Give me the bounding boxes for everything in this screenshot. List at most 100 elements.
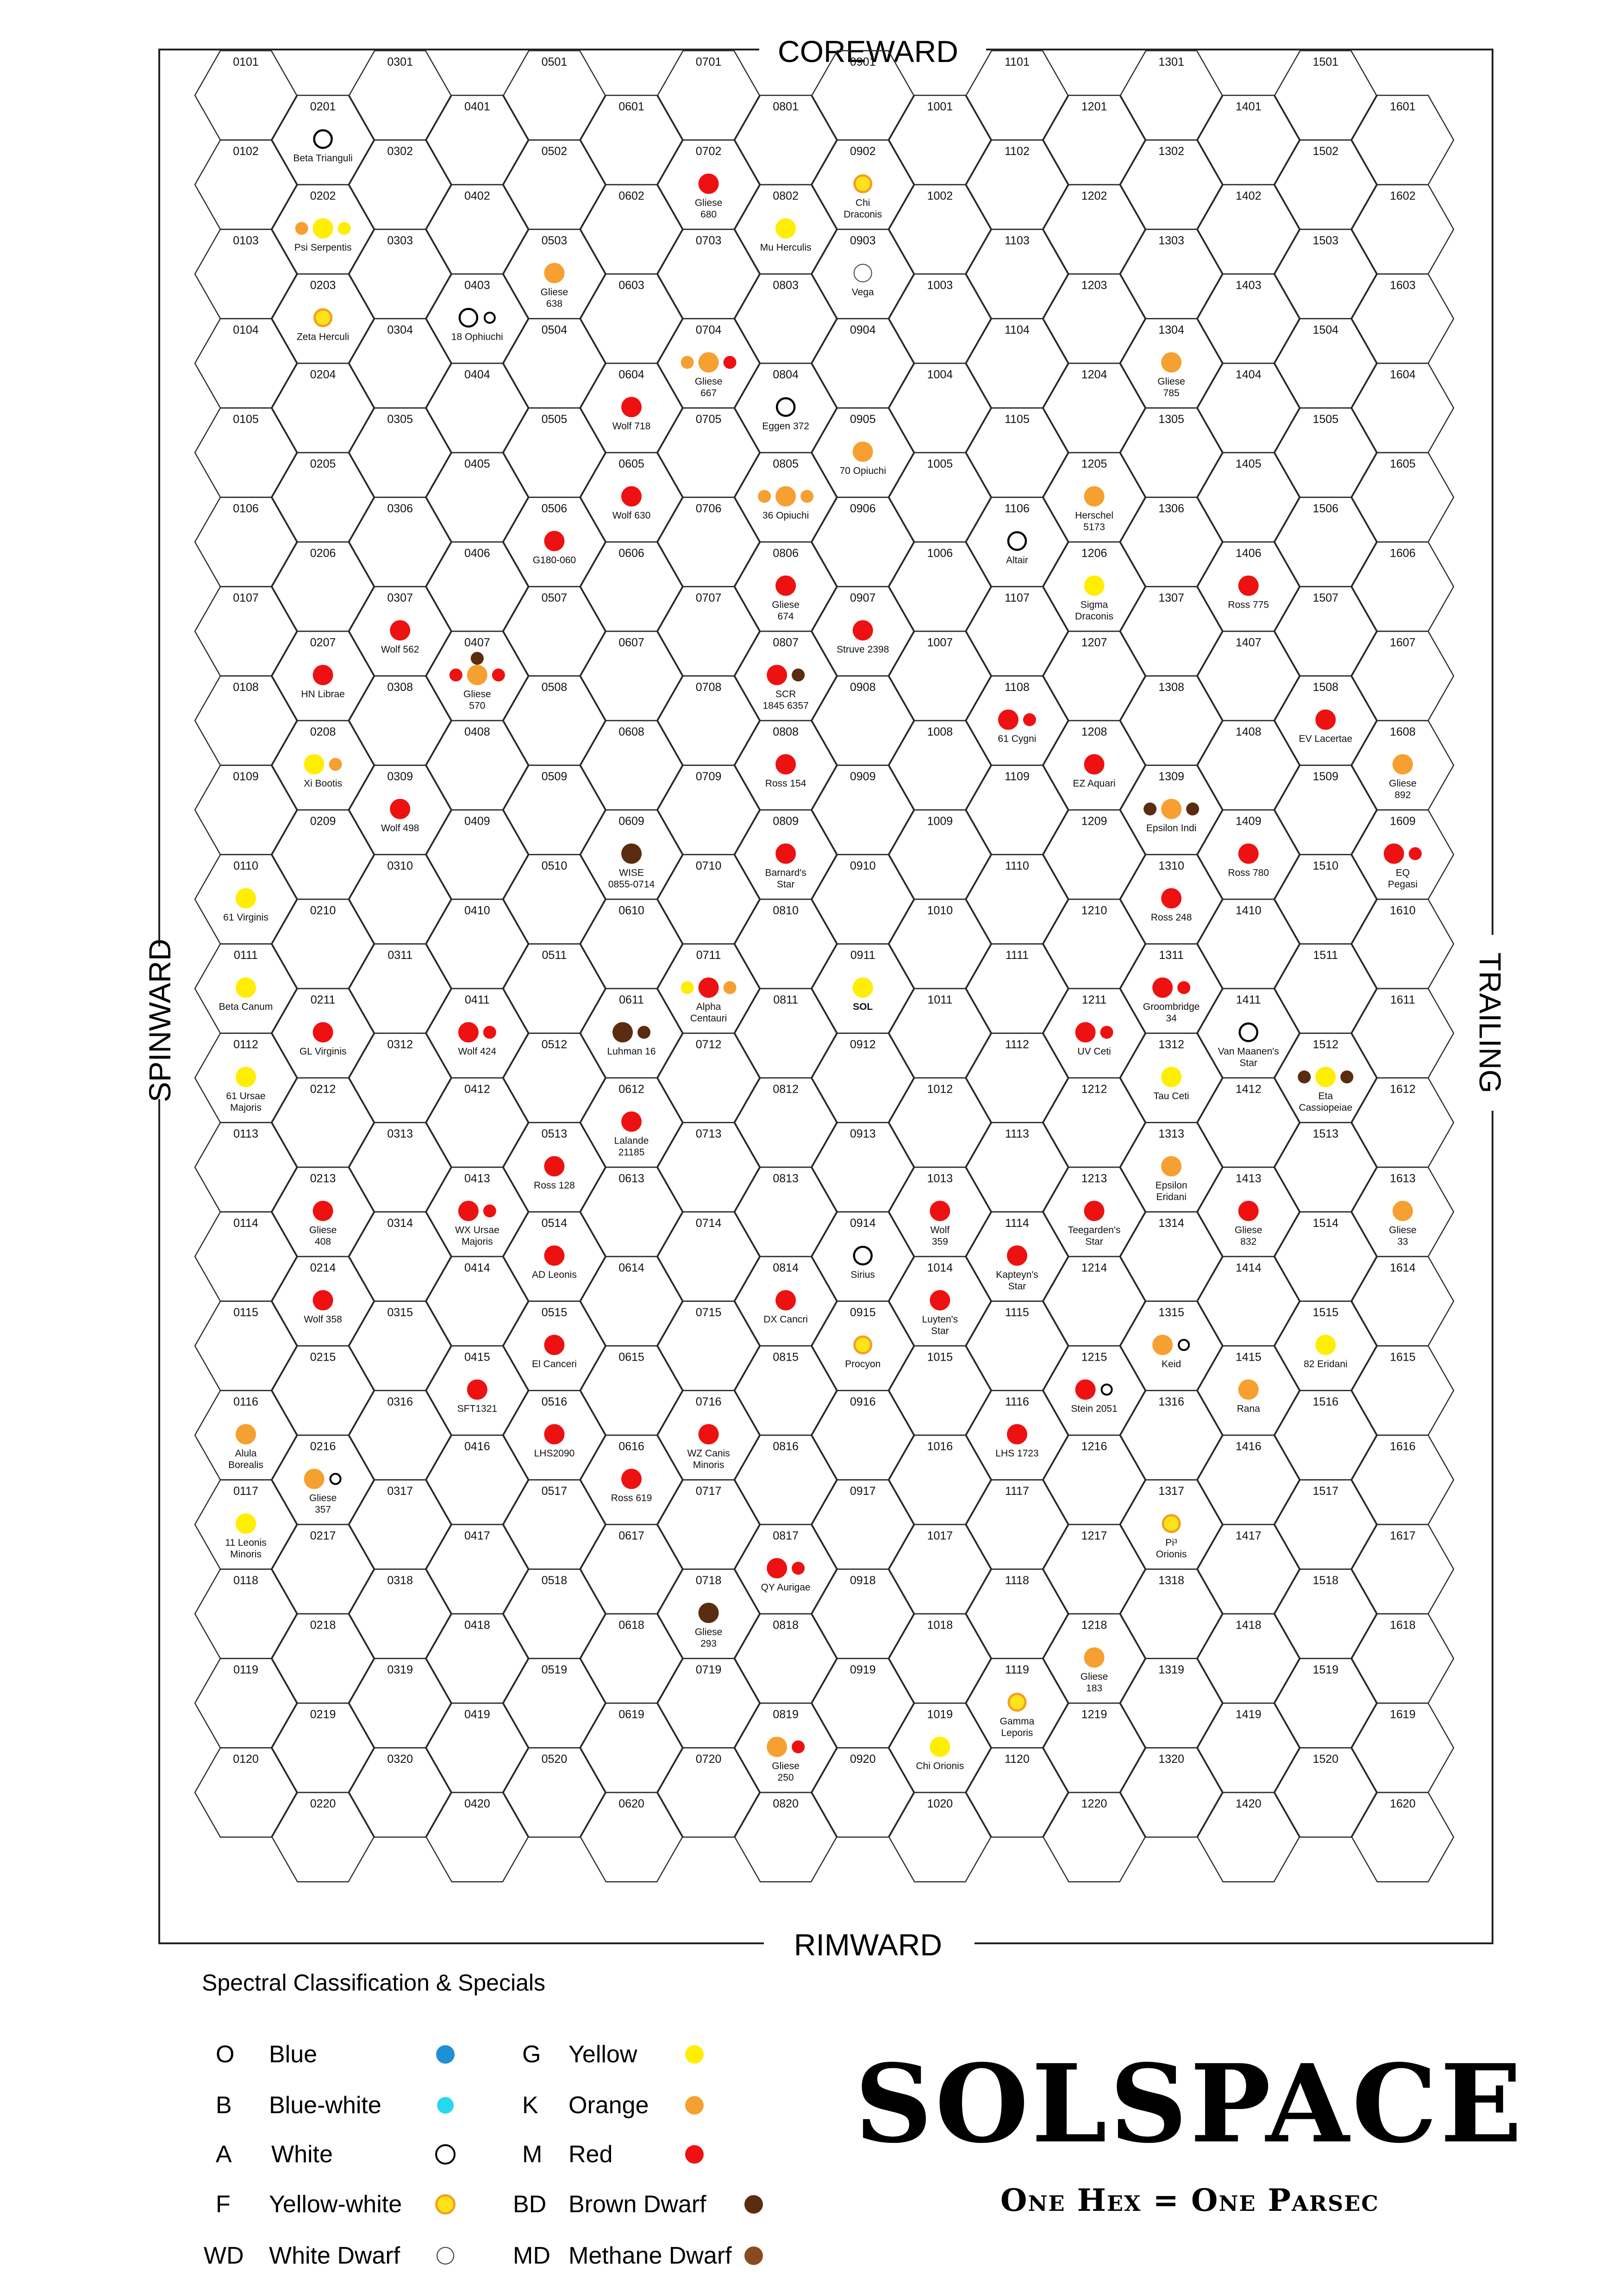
hex-number: 0905 [850, 413, 876, 426]
hex-cell-0520[interactable] [503, 1747, 606, 1838]
hex-number: 1514 [1313, 1217, 1339, 1230]
hex-number: 0716 [696, 1395, 722, 1408]
hex-number: 1507 [1313, 591, 1339, 604]
star-body-m [775, 575, 796, 596]
hex-number: 1116 [1005, 1395, 1029, 1408]
star-name: Ross 248 [1151, 912, 1192, 923]
hex-number: 0517 [542, 1485, 568, 1498]
hex-cell-1320[interactable] [1119, 1747, 1223, 1838]
hex-number: 0414 [464, 1262, 490, 1275]
hex-cell-1420[interactable] [1197, 1792, 1300, 1883]
hex-cell-0820[interactable] [734, 1792, 837, 1883]
hex-number: 0310 [387, 859, 413, 872]
hex-number: 1114 [1005, 1217, 1029, 1230]
hex-number: 1307 [1158, 591, 1184, 604]
hex-number: 0518 [542, 1574, 568, 1587]
hex-cell-0620[interactable] [580, 1792, 683, 1883]
hex-number: 1318 [1158, 1574, 1184, 1587]
hex-cell-1120[interactable] [965, 1747, 1069, 1838]
star-name: Star [931, 1326, 949, 1337]
star-body-g [304, 754, 325, 775]
hex-number: 0103 [233, 234, 259, 247]
star-name: 250 [778, 1773, 794, 1783]
star-name: Wolf 498 [381, 823, 419, 834]
hex-number: 1608 [1390, 726, 1416, 739]
star-name: Gliese [1389, 1225, 1417, 1236]
hex-number: 0506 [542, 502, 568, 515]
legend-code: B [216, 2092, 232, 2119]
hex-number: 0412 [464, 1083, 490, 1096]
star-body-k [304, 1468, 325, 1489]
star-name: 832 [1240, 1237, 1256, 1247]
legend-row-wd: WD White Dwarf [204, 2240, 454, 2272]
hex-number: 1417 [1236, 1530, 1262, 1543]
hex-cell-1520[interactable] [1274, 1747, 1377, 1838]
star-name: 667 [700, 388, 717, 398]
hex-number: 1120 [1005, 1753, 1030, 1766]
star-body-m [1161, 888, 1182, 908]
hex-number: 0616 [618, 1440, 644, 1453]
hex-cell-0420[interactable] [425, 1792, 529, 1883]
hex-cell-0220[interactable] [271, 1792, 375, 1883]
hex-number: 1603 [1390, 279, 1416, 292]
hex-number: 0114 [233, 1217, 258, 1230]
legend-name: White Dwarf [269, 2242, 400, 2269]
hex-cell-1220[interactable] [1043, 1792, 1146, 1883]
hex-number: 0106 [233, 502, 259, 515]
hex-number: 0801 [773, 100, 799, 113]
hex-number: 1515 [1313, 1306, 1339, 1319]
legend-code: F [216, 2191, 231, 2218]
star-name: Chi Orionis [916, 1761, 964, 1772]
star-body-m [1100, 1026, 1113, 1039]
hex-number: 0717 [696, 1485, 722, 1498]
white-dwarf-icon [437, 2247, 454, 2265]
hex-number: 1404 [1236, 368, 1262, 381]
legend-row-md: MD Methane Dwarf [513, 2240, 763, 2272]
star-name: WZ Canis [687, 1448, 730, 1459]
hex-number: 0309 [387, 770, 413, 783]
hex-cell-0920[interactable] [811, 1747, 915, 1838]
star-name: 61 Virginis [223, 912, 269, 923]
red-star-icon [685, 2145, 704, 2164]
star-name: EQ [1396, 868, 1410, 878]
hex-cell-0120[interactable] [194, 1747, 298, 1838]
hex-number: 1402 [1236, 190, 1262, 203]
star-body-m [1238, 843, 1259, 864]
hex-number: 0219 [310, 1708, 336, 1721]
hex-number: 1612 [1390, 1083, 1416, 1096]
legend-row-g: G Yellow [522, 2038, 704, 2071]
star-name: 570 [469, 701, 485, 711]
star-name: Epsilon Indi [1146, 823, 1197, 834]
hex-number: 0916 [850, 1395, 876, 1408]
star-name: Gamma [1000, 1716, 1035, 1727]
hex-number: 0510 [542, 859, 568, 872]
legend-name: Yellow [568, 2041, 637, 2068]
star-body-m [621, 1111, 642, 1132]
hex-number: 0915 [850, 1306, 876, 1319]
hex-number: 0410 [464, 904, 490, 917]
trailing-label: TRAILING [1473, 952, 1507, 1093]
hex-number: 1606 [1390, 547, 1416, 560]
star-name: Altair [1006, 555, 1028, 566]
star-name: SFT1321 [457, 1404, 497, 1414]
star-body-g [1315, 1335, 1336, 1355]
hex-number: 0116 [233, 1395, 258, 1408]
hex-number: 1002 [927, 190, 953, 203]
hex-number: 0409 [464, 815, 490, 828]
star-body-k [295, 222, 308, 235]
hex-number: 0304 [387, 324, 413, 336]
star-body-m [458, 1201, 479, 1221]
star-name: EV Lacertae [1299, 734, 1353, 744]
hex-cell-0320[interactable] [348, 1747, 452, 1838]
hex-number: 1501 [1313, 56, 1339, 68]
star-body-k [1152, 1335, 1173, 1355]
hex-number: 1109 [1005, 770, 1030, 783]
hex-cell-0720[interactable] [657, 1747, 760, 1838]
star-body-bd [792, 668, 805, 682]
star-name: Van Maanen's [1218, 1046, 1279, 1057]
hex-number: 1219 [1081, 1708, 1107, 1721]
legend-code: A [216, 2141, 232, 2168]
hex-cell-1020[interactable] [888, 1792, 992, 1883]
star-body-k [1161, 1156, 1182, 1176]
hex-cell-1620[interactable] [1351, 1792, 1455, 1883]
